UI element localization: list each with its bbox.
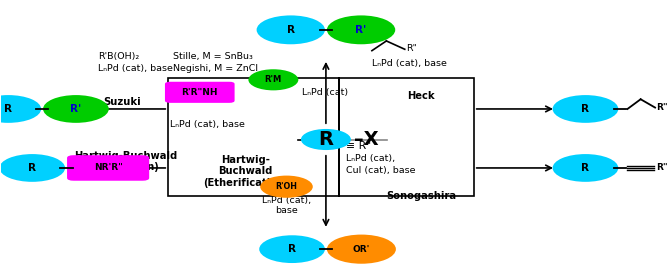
Text: Heck: Heck <box>407 92 435 102</box>
Text: OR': OR' <box>353 245 370 254</box>
Text: Sonogashira: Sonogashira <box>386 191 456 201</box>
Text: (Etherification): (Etherification) <box>203 177 288 187</box>
Text: Hartwig-: Hartwig- <box>221 155 270 165</box>
FancyBboxPatch shape <box>67 155 149 181</box>
Text: R": R" <box>406 44 417 53</box>
Text: R': R' <box>355 25 367 35</box>
Text: ≡ R": ≡ R" <box>346 141 371 151</box>
Text: NR'R": NR'R" <box>94 163 122 172</box>
Text: Stille, M = SnBu₃: Stille, M = SnBu₃ <box>173 52 253 61</box>
Text: Buchwald: Buchwald <box>219 167 273 176</box>
Text: R: R <box>318 130 333 149</box>
Text: R'R"NH: R'R"NH <box>181 88 218 97</box>
Text: Hartwig-Buchwald: Hartwig-Buchwald <box>74 151 177 161</box>
Text: R: R <box>581 163 589 173</box>
Text: R'OH: R'OH <box>276 182 298 191</box>
Text: R'B(OH)₂: R'B(OH)₂ <box>98 52 139 61</box>
Text: R: R <box>4 104 12 114</box>
Text: R: R <box>288 244 296 254</box>
Circle shape <box>301 129 351 150</box>
Text: R: R <box>28 163 36 173</box>
Text: R: R <box>287 25 295 35</box>
Text: R": R" <box>656 163 668 172</box>
Text: R'M: R'M <box>265 75 282 84</box>
FancyBboxPatch shape <box>165 82 235 103</box>
Text: R: R <box>581 104 589 114</box>
Circle shape <box>260 175 313 198</box>
Circle shape <box>43 95 109 123</box>
Text: LₙPd (cat), base: LₙPd (cat), base <box>372 59 447 68</box>
FancyBboxPatch shape <box>339 78 474 196</box>
Circle shape <box>327 15 395 44</box>
Text: CuI (cat), base: CuI (cat), base <box>346 165 415 175</box>
Circle shape <box>553 95 618 123</box>
FancyBboxPatch shape <box>168 78 339 196</box>
Text: LₙPd (cat),: LₙPd (cat), <box>262 196 311 205</box>
Text: Negishi, M = ZnCl: Negishi, M = ZnCl <box>173 64 258 73</box>
Text: LₙPd (cat), base: LₙPd (cat), base <box>170 120 245 129</box>
Circle shape <box>257 15 325 44</box>
Text: R': R' <box>70 104 82 114</box>
Text: Suzuki: Suzuki <box>104 97 141 107</box>
Circle shape <box>553 154 618 182</box>
Circle shape <box>327 235 396 264</box>
Text: LₙPd (cat),: LₙPd (cat), <box>346 155 395 163</box>
Text: (amination): (amination) <box>92 162 159 172</box>
Text: LₙPd (cat), base: LₙPd (cat), base <box>98 64 173 73</box>
Circle shape <box>259 235 325 263</box>
Text: R": R" <box>656 103 668 112</box>
Circle shape <box>248 69 298 90</box>
Text: base: base <box>275 206 298 215</box>
Circle shape <box>0 95 41 123</box>
Circle shape <box>0 154 65 182</box>
Text: –X: –X <box>354 130 379 149</box>
Text: LₙPd (cat): LₙPd (cat) <box>302 88 348 97</box>
